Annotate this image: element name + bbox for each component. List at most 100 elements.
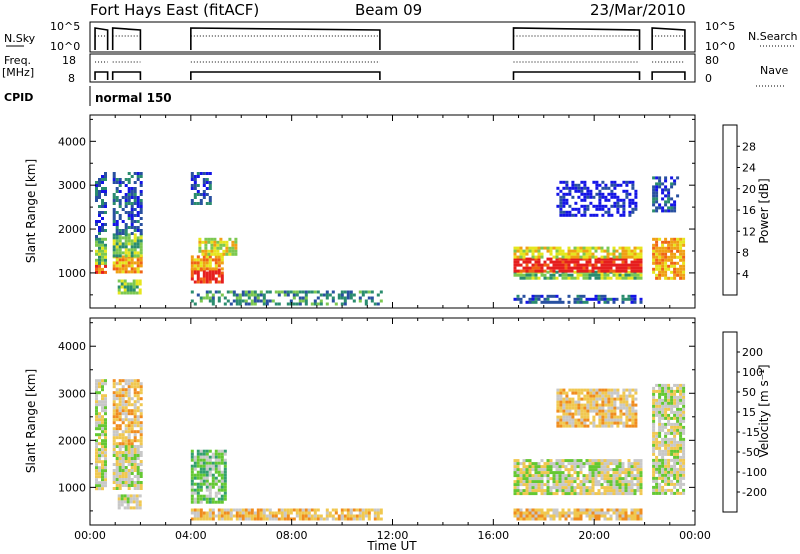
scatter-cell	[667, 482, 671, 486]
scatter-cell	[574, 388, 578, 392]
scatter-cell	[133, 385, 137, 389]
scatter-cell	[95, 243, 98, 247]
scatter-cell	[559, 201, 563, 205]
scatter-cell	[528, 276, 532, 280]
scatter-cell	[570, 477, 574, 481]
scatter-cell	[655, 491, 659, 495]
scatter-cell	[682, 419, 686, 423]
scatter-cell	[615, 465, 619, 469]
scatter-cell	[588, 276, 592, 280]
scatter-cell	[582, 489, 586, 493]
scatter-cell	[519, 477, 523, 481]
scatter-cell	[376, 293, 380, 297]
scatter-cell	[670, 398, 674, 402]
scatter-cell	[136, 397, 140, 401]
scatter-cell	[682, 383, 686, 387]
scatter-cell	[604, 394, 608, 398]
scatter-cell	[516, 269, 520, 273]
scatter-cell	[667, 476, 671, 480]
scatter-cell	[670, 264, 674, 268]
scatter-cell	[208, 258, 212, 262]
scatter-cell	[95, 237, 98, 241]
scatter-cell	[679, 440, 683, 444]
scatter-cell	[358, 290, 362, 294]
scatter-cell	[561, 489, 565, 493]
scatter-cell	[238, 517, 242, 521]
scatter-cell	[655, 261, 659, 265]
scatter-cell	[624, 260, 628, 264]
scatter-cell	[652, 464, 656, 468]
scatter-cell	[519, 511, 523, 515]
scatter-cell	[622, 406, 626, 410]
scatter-cell	[624, 468, 628, 472]
scatter-cell	[139, 254, 143, 258]
scatter-cell	[633, 255, 637, 259]
scatter-cell	[352, 508, 356, 512]
scatter-cell	[223, 479, 227, 483]
scatter-cell	[543, 260, 547, 264]
scatter-cell	[658, 246, 662, 250]
scatter-cell	[127, 258, 131, 262]
freq-label-line1: Freq.	[4, 54, 31, 67]
scatter-cell	[370, 296, 374, 300]
scatter-cell	[682, 470, 686, 474]
scatter-cell	[586, 412, 590, 416]
scatter-cell	[540, 459, 544, 463]
scatter-cell	[310, 508, 314, 512]
nsky-tick-bottom: 10^0	[50, 40, 80, 53]
scatter-cell	[570, 474, 574, 478]
scatter-cell	[298, 517, 302, 521]
scatter-cell	[127, 400, 131, 404]
scatter-cell	[586, 409, 590, 413]
scatter-cell	[211, 296, 215, 300]
scatter-cell	[124, 415, 128, 419]
scatter-cell	[610, 189, 614, 193]
scatter-cell	[633, 465, 637, 469]
scatter-cell	[633, 266, 637, 270]
scatter-cell	[562, 201, 566, 205]
scatter-cell	[609, 260, 613, 264]
scatter-cell	[280, 290, 284, 294]
scatter-cell	[528, 246, 532, 250]
scatter-cell	[673, 209, 677, 213]
scatter-cell	[607, 213, 611, 217]
scatter-cell	[121, 388, 125, 392]
scatter-cell	[112, 236, 116, 240]
scatter-cell	[597, 459, 601, 463]
scatter-cell	[129, 497, 133, 501]
scatter-cell	[652, 431, 656, 435]
scatter-cell	[534, 489, 538, 493]
scatter-cell	[319, 514, 323, 518]
scatter-cell	[597, 462, 601, 466]
scatter-cell	[639, 297, 643, 301]
scatter-cell	[613, 418, 617, 422]
scatter-cell	[207, 237, 211, 241]
scatter-cell	[633, 249, 637, 253]
scatter-cell	[217, 479, 221, 483]
scatter-cell	[630, 255, 634, 259]
nsky-trace	[94, 27, 109, 50]
scatter-cell	[139, 205, 143, 208]
scatter-cell	[615, 489, 619, 493]
scatter-cell	[298, 511, 302, 515]
scatter-cell	[636, 257, 640, 261]
scatter-cell	[537, 257, 541, 261]
scatter-cell	[682, 404, 686, 408]
scatter-cell	[624, 297, 628, 301]
scatter-cell	[513, 462, 517, 466]
scatter-cell	[196, 473, 200, 477]
scatter-cell	[193, 455, 197, 459]
scatter-cell	[115, 409, 119, 413]
scatter-cell	[247, 514, 251, 518]
scatter-cell	[214, 449, 218, 453]
scatter-cell	[658, 383, 662, 387]
scatter-cell	[606, 297, 610, 301]
scatter-cell	[658, 267, 662, 271]
scatter-cell	[540, 489, 544, 493]
scatter-cell	[591, 266, 595, 270]
scatter-cell	[564, 273, 568, 277]
scatter-cell	[262, 299, 266, 303]
scatter-cell	[588, 246, 592, 250]
scatter-cell	[208, 280, 212, 284]
scatter-cell	[558, 471, 562, 475]
